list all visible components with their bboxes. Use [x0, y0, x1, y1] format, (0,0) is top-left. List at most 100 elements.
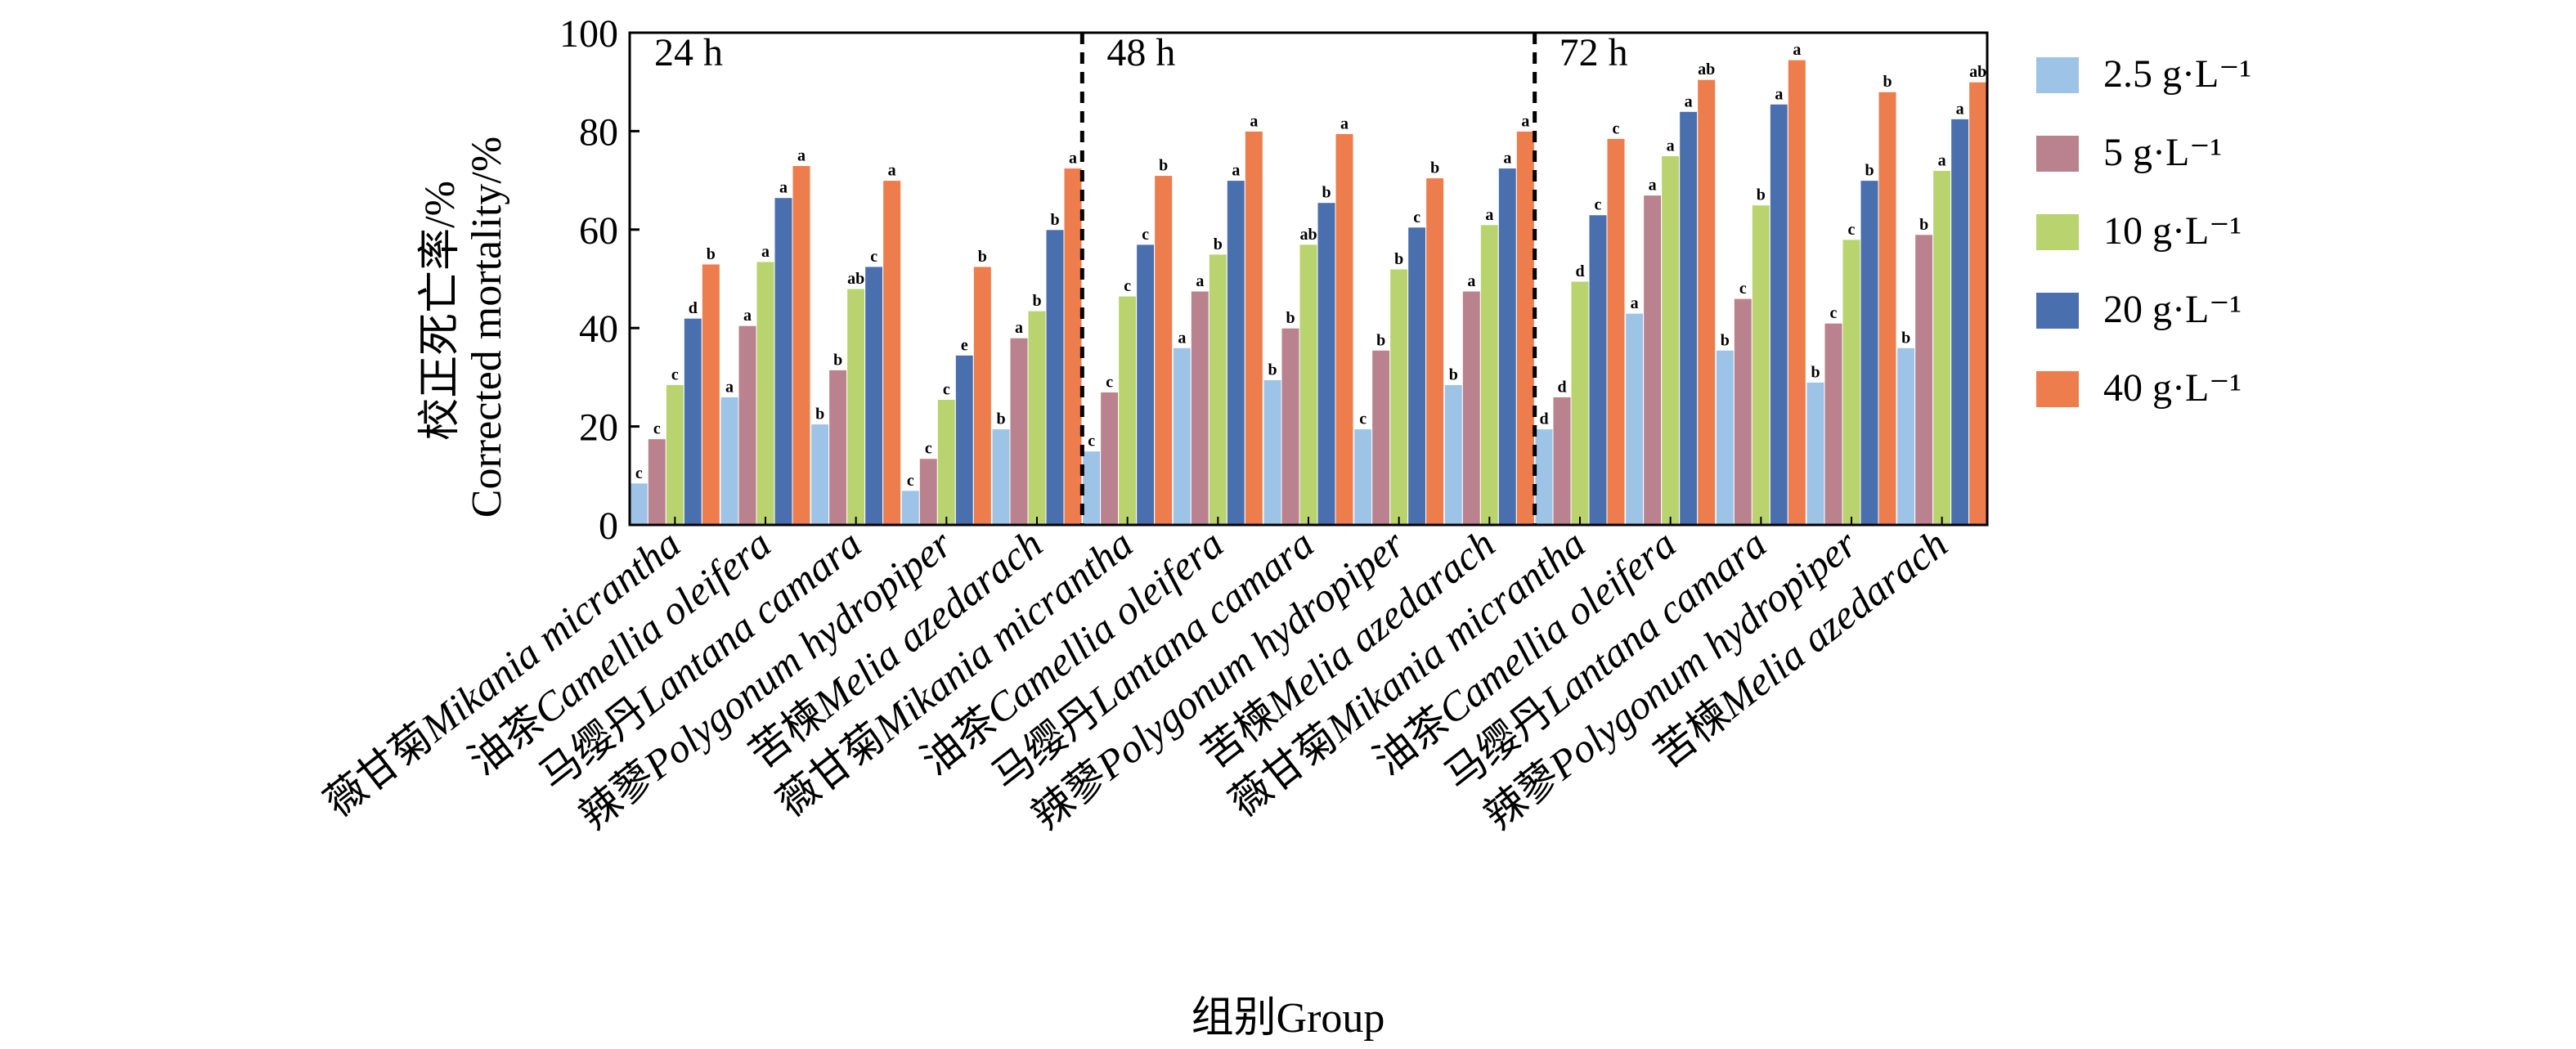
- bar: [1154, 175, 1174, 526]
- significance-label: a: [1521, 112, 1529, 130]
- bar: [991, 428, 1011, 526]
- significance-label: a: [888, 162, 896, 180]
- y-axis-label-en: Corrected mortality/%: [464, 137, 510, 518]
- bar: [756, 261, 775, 526]
- significance-label: c: [1848, 221, 1856, 239]
- panel-label: 72 h: [1560, 31, 1628, 74]
- significance-label: a: [1503, 150, 1511, 168]
- bar: [683, 317, 702, 526]
- bar: [882, 180, 902, 526]
- significance-labels: cccdbaaaaabbabcacccebbabbaccccbaabaabbab…: [635, 41, 1986, 490]
- significance-label: c: [653, 420, 661, 438]
- significance-label: b: [978, 248, 987, 266]
- significance-label: b: [1394, 250, 1403, 268]
- bar: [1082, 451, 1102, 526]
- bars-layer: [629, 59, 1988, 526]
- significance-label: c: [1359, 410, 1367, 428]
- significance-label: a: [1232, 162, 1240, 180]
- bar: [810, 424, 830, 526]
- significance-label: a: [779, 179, 788, 197]
- significance-label: b: [1286, 309, 1295, 327]
- bar: [1588, 214, 1608, 526]
- significance-label: a: [1775, 85, 1783, 103]
- significance-label: c: [1106, 373, 1113, 391]
- significance-label: a: [1631, 294, 1639, 312]
- significance-label: ab: [1698, 61, 1715, 78]
- significance-label: a: [1793, 41, 1801, 59]
- panel-label: 48 h: [1106, 31, 1175, 74]
- bar: [1479, 224, 1499, 526]
- bar: [1443, 383, 1463, 526]
- axes: 0 20 40 60 80 100: [559, 12, 1989, 548]
- bar: [1190, 290, 1209, 526]
- bar: [1914, 234, 1934, 526]
- bar: [1407, 226, 1427, 526]
- significance-label: c: [907, 472, 914, 490]
- legend-label: 5 g·L⁻¹: [2103, 131, 2222, 174]
- y-tick-label: 40: [579, 307, 618, 351]
- bar: [1461, 290, 1481, 526]
- bar: [846, 288, 866, 526]
- significance-label: a: [1938, 152, 1946, 170]
- y-tick-label: 60: [579, 209, 618, 253]
- significance-label: c: [1613, 119, 1620, 137]
- significance-label: b: [1322, 184, 1331, 202]
- bar: [1244, 130, 1263, 526]
- bar: [954, 354, 974, 526]
- legend-label: 20 g·L⁻¹: [2103, 288, 2242, 331]
- bar: [1661, 155, 1681, 526]
- bar: [1715, 349, 1735, 526]
- bar: [629, 482, 648, 526]
- significance-label: d: [1557, 378, 1566, 396]
- bar: [936, 398, 956, 526]
- significance-label: b: [1901, 329, 1910, 347]
- bar: [1389, 268, 1409, 526]
- significance-label: b: [1430, 159, 1439, 177]
- significance-label: ab: [1969, 63, 1986, 81]
- y-tick-label: 0: [599, 504, 618, 548]
- bar: [1299, 244, 1318, 526]
- y-tick-label: 100: [559, 12, 618, 56]
- significance-label: c: [943, 380, 950, 398]
- bar: [1317, 202, 1336, 526]
- bar: [1643, 195, 1663, 526]
- y-tick-label: 80: [579, 110, 618, 154]
- bar: [1679, 110, 1699, 526]
- significance-label: b: [996, 410, 1005, 428]
- significance-label: d: [1539, 410, 1548, 428]
- significance-label: c: [635, 464, 643, 482]
- y-axis-label-cn: 校正死亡率/%: [417, 181, 464, 441]
- bar: [1950, 118, 1970, 526]
- significance-label: a: [1069, 150, 1077, 168]
- significance-label: c: [671, 365, 679, 383]
- bar: [1625, 312, 1645, 526]
- significance-label: a: [797, 147, 806, 165]
- bar: [1208, 253, 1227, 526]
- bar: [1878, 91, 1897, 526]
- significance-label: a: [1340, 114, 1349, 132]
- bar: [1806, 381, 1825, 526]
- bar: [1371, 349, 1391, 526]
- bar: [665, 383, 684, 526]
- significance-label: a: [725, 378, 734, 396]
- significance-label: e: [961, 336, 968, 354]
- significance-label: b: [1865, 162, 1874, 180]
- bar: [1027, 310, 1047, 526]
- significance-label: a: [1178, 329, 1186, 347]
- significance-label: a: [1250, 112, 1258, 130]
- bar: [1552, 396, 1572, 526]
- bar: [1824, 322, 1843, 526]
- bar: [1335, 132, 1354, 526]
- bar: [1118, 295, 1138, 526]
- bar: [918, 458, 938, 526]
- legend-swatch: [2036, 293, 2079, 329]
- bar: [1515, 130, 1535, 526]
- significance-label: c: [1088, 433, 1095, 451]
- bar: [1425, 177, 1445, 526]
- bar: [1751, 204, 1770, 526]
- bar: [1497, 168, 1517, 526]
- bar: [1263, 379, 1282, 526]
- bar: [1697, 78, 1717, 526]
- significance-label: c: [925, 440, 932, 458]
